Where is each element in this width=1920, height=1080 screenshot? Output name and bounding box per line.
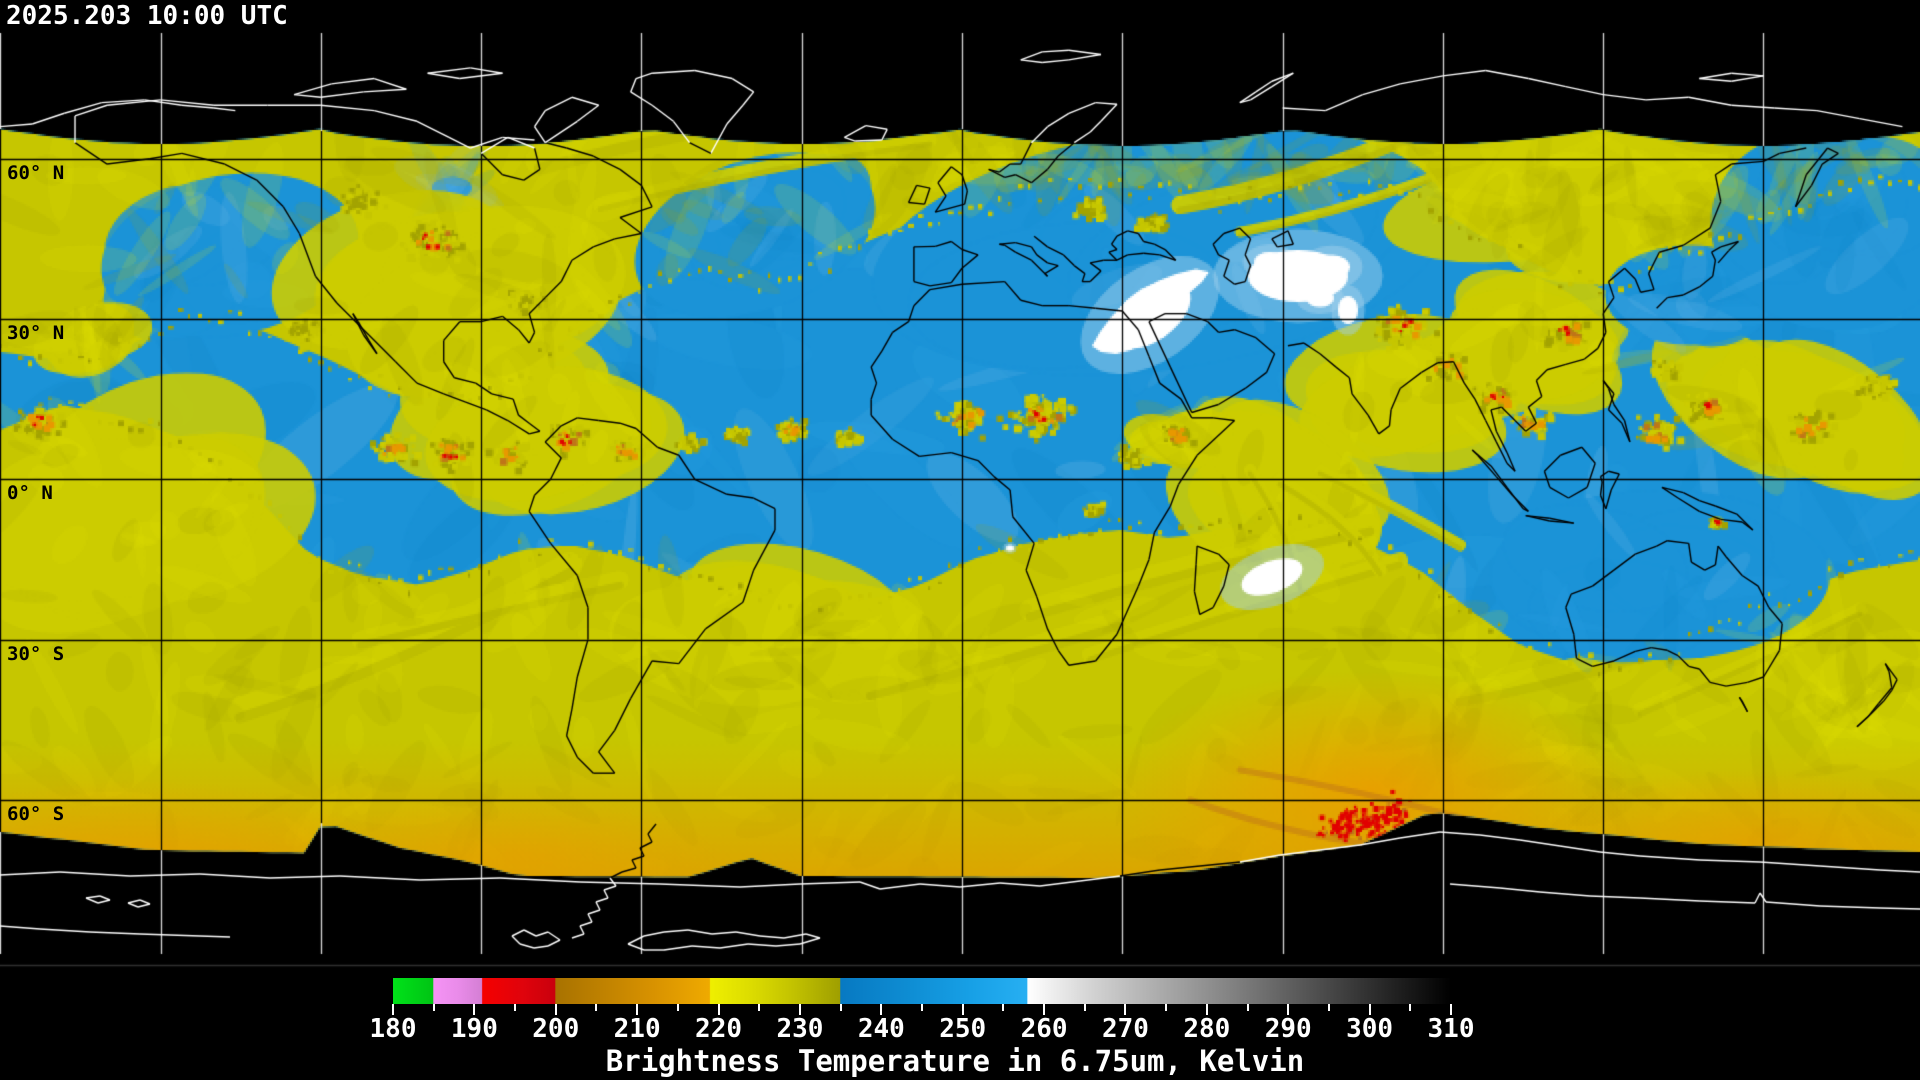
timestamp: 2025.203 10:00 UTC	[6, 1, 288, 31]
colorbar-tick-label: 270	[1101, 1014, 1149, 1044]
colorbar-tick-label: 300	[1346, 1014, 1394, 1044]
colorbar-tick-label: 220	[695, 1014, 743, 1044]
colorbar-tick	[392, 1004, 394, 1015]
colorbar-tick-label: 180	[369, 1014, 417, 1044]
latitude-label: 60° S	[7, 802, 65, 825]
colorbar-tick	[961, 1004, 964, 1015]
colorbar-tick-label: 230	[776, 1014, 824, 1044]
colorbar-tick	[880, 1004, 883, 1015]
colorbar-tick	[1327, 1004, 1330, 1011]
colorbar-tick	[1409, 1004, 1412, 1011]
colorbar-tick	[473, 1004, 476, 1015]
colorbar-tick	[1368, 1004, 1371, 1015]
colorbar-tick	[717, 1004, 720, 1015]
colorbar-tick	[1165, 1004, 1168, 1011]
colorbar-tick	[595, 1004, 598, 1011]
colorbar-tick	[636, 1004, 639, 1015]
colorbar-tick	[1287, 1004, 1290, 1015]
colorbar-tick-label: 190	[450, 1014, 498, 1044]
latitude-label: 60° N	[7, 161, 65, 184]
colorbar-tick	[1124, 1004, 1127, 1015]
colorbar-tick-label: 310	[1427, 1014, 1475, 1044]
colorbar-tick	[798, 1004, 801, 1015]
latitude-label: 0° N	[7, 482, 53, 505]
colorbar-tick	[1083, 1004, 1086, 1011]
latitude-label: 30° S	[7, 642, 65, 665]
colorbar-tick	[514, 1004, 517, 1011]
colorbar-tick-label: 280	[1183, 1014, 1231, 1044]
latitude-label: 30° N	[7, 322, 65, 344]
colorbar-tick	[758, 1004, 761, 1011]
colorbar-tick	[432, 1004, 435, 1011]
colorbar-tick	[1043, 1004, 1046, 1015]
colorbar-tick	[554, 1004, 557, 1015]
colorbar	[393, 978, 1451, 1004]
colorbar-tick	[676, 1004, 679, 1011]
colorbar-tick	[839, 1004, 842, 1011]
colorbar-tick-label: 210	[613, 1014, 661, 1044]
colorbar-title: Brightness Temperature in 6.75um, Kelvin	[605, 1044, 1305, 1078]
colorbar-tick	[1450, 1004, 1452, 1015]
colorbar-tick-label: 290	[1264, 1014, 1312, 1044]
colorbar-tick-label: 260	[1020, 1014, 1068, 1044]
colorbar-tick-label: 200	[532, 1014, 580, 1044]
colorbar-tick	[1205, 1004, 1208, 1015]
colorbar-tick	[1002, 1004, 1005, 1011]
colorbar-tick	[921, 1004, 923, 1011]
colorbar-tick-label: 250	[939, 1014, 987, 1044]
colorbar-tick-label: 240	[857, 1014, 905, 1044]
colorbar-tick	[1246, 1004, 1249, 1011]
